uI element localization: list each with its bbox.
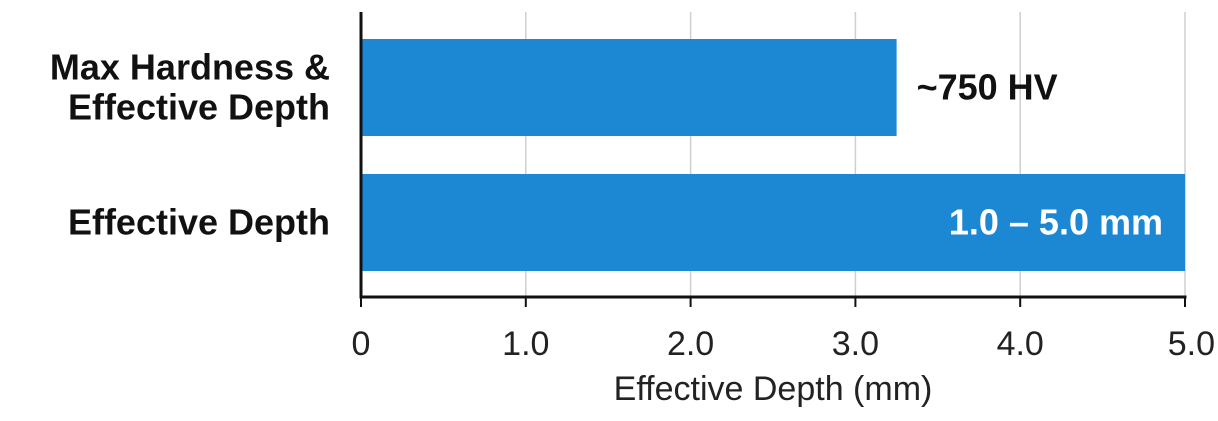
x-axis-title: Effective Depth (mm) [614,370,933,408]
category-label-1-line-1: Max Hardness & [50,47,330,88]
x-tick-label-1: 1.0 [502,325,549,363]
category-label-2-line-1: Effective Depth [68,202,330,243]
category-label-1-line-2: Effective Depth [68,87,330,128]
x-tick-label-0: 0 [352,325,371,363]
bar-1 [361,39,897,136]
data-label-1: ~750 HV [917,67,1058,108]
x-tick-label-3: 3.0 [832,325,879,363]
axes: 0 1.0 2.0 3.0 4.0 5.0 [352,12,1215,363]
x-tick-label-5: 5.0 [1168,325,1215,363]
data-label-2: 1.0 – 5.0 mm [949,202,1163,243]
bars [361,39,1185,271]
bar-2 [361,174,1185,271]
x-tick-label-4: 4.0 [997,325,1044,363]
x-tick-label-2: 2.0 [667,325,714,363]
